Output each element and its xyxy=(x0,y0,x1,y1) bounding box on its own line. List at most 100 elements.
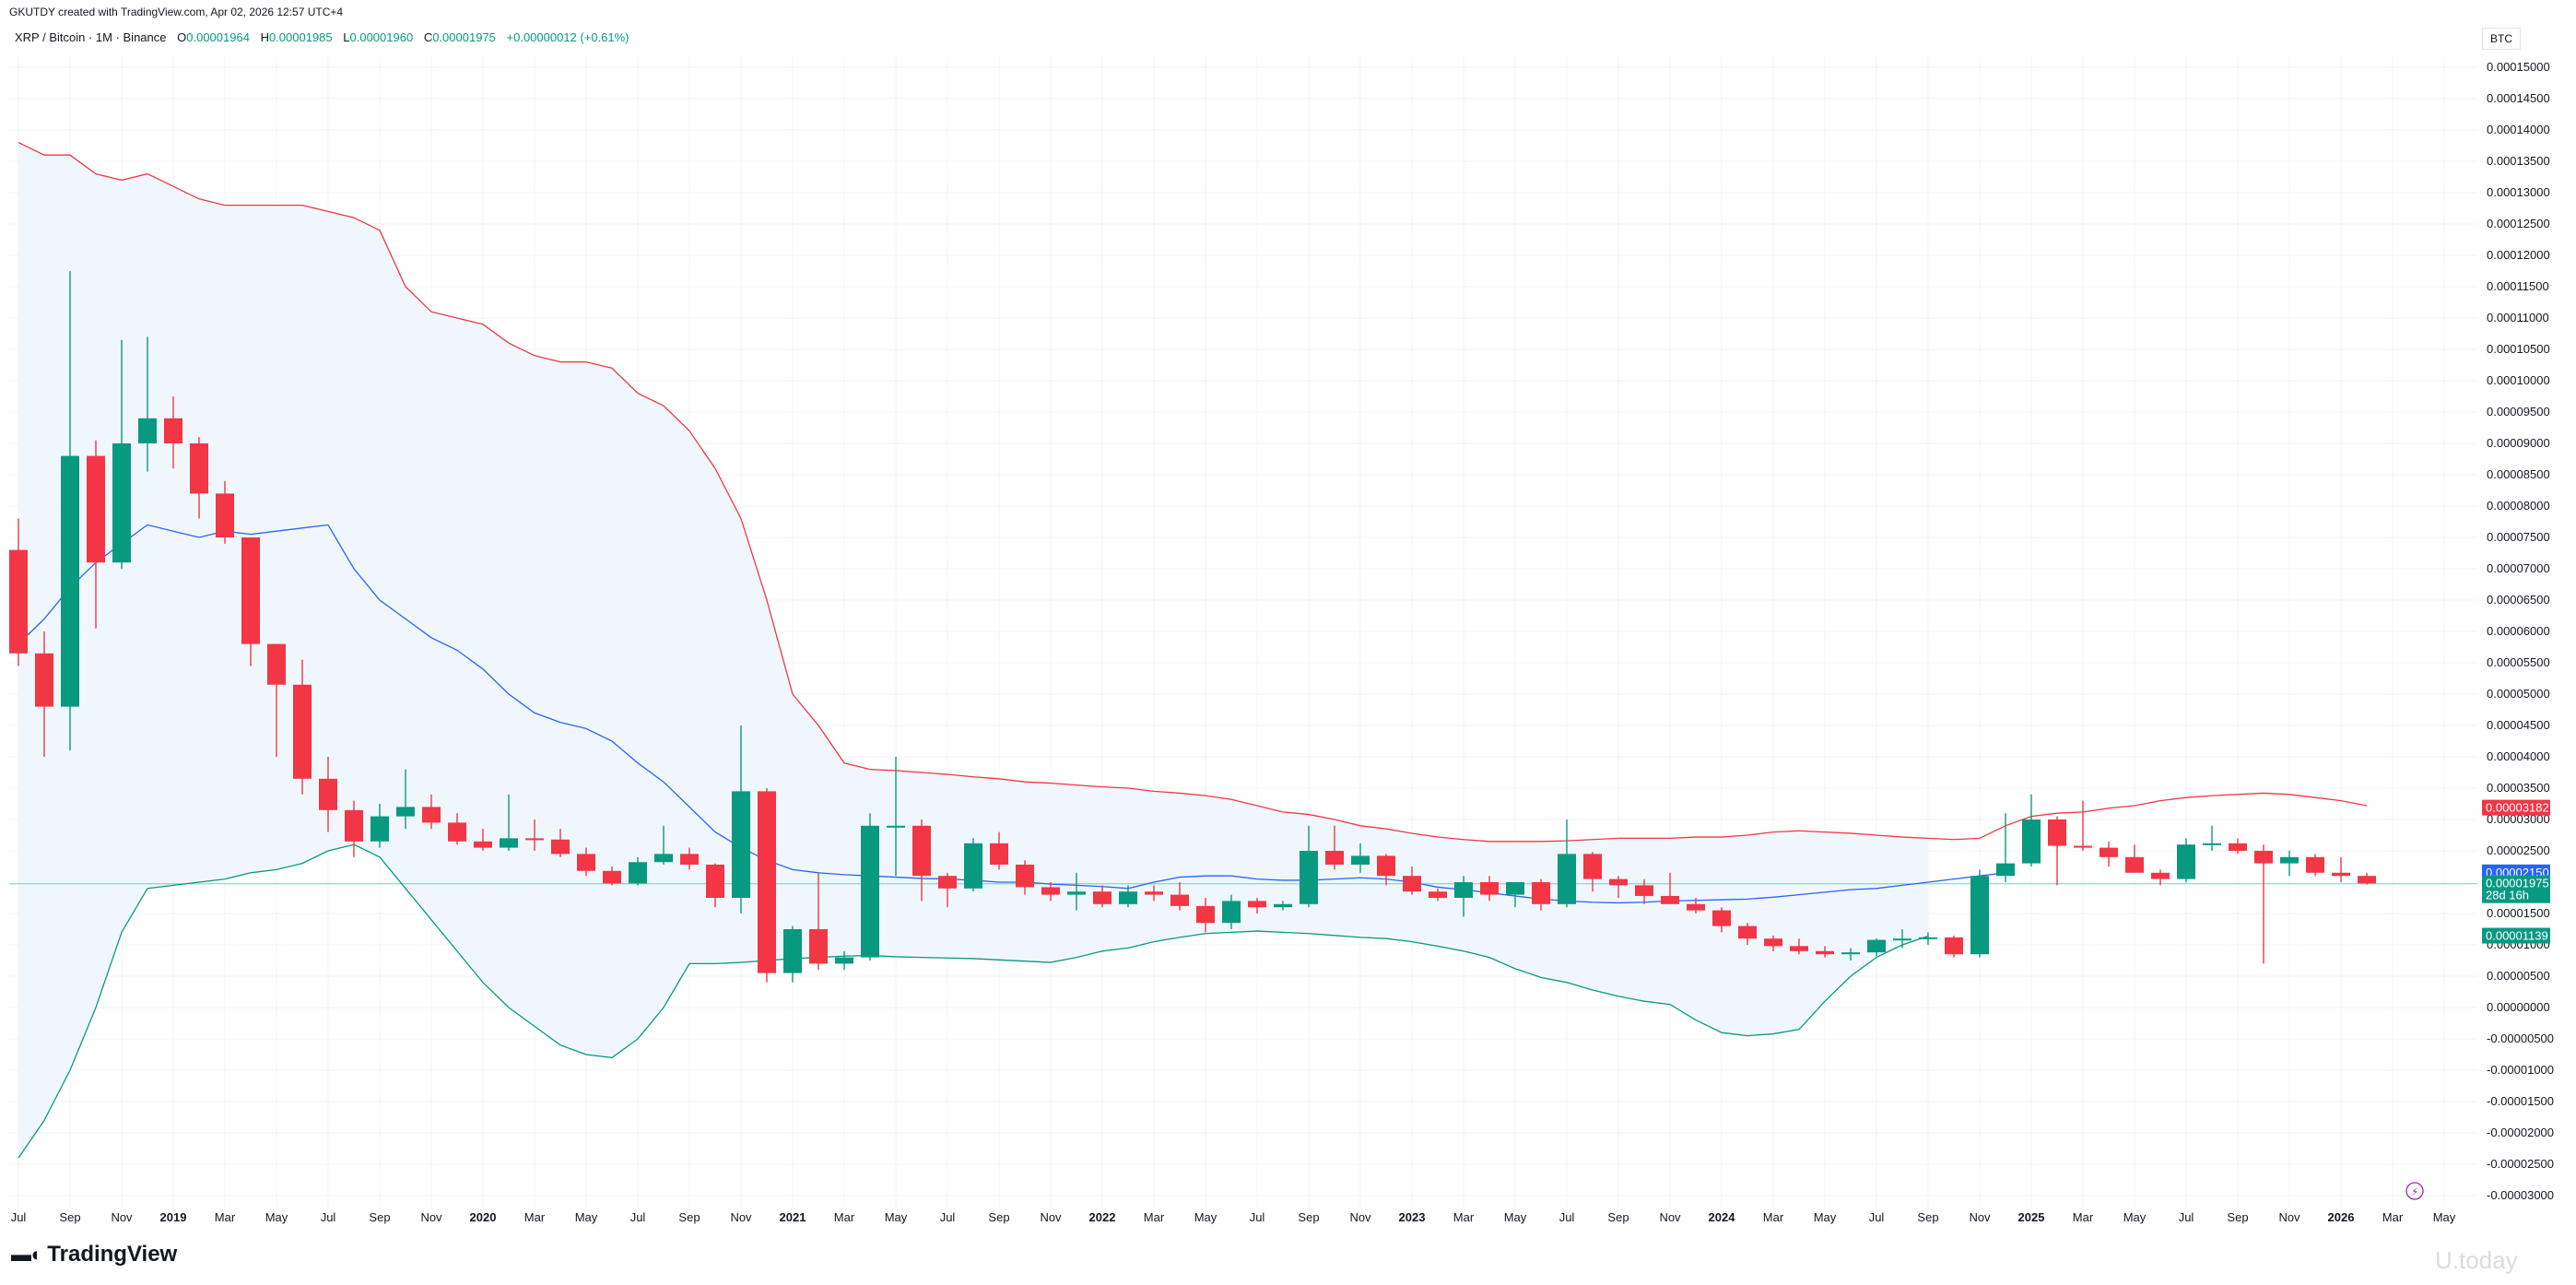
y-tick-label: 0.00009500 xyxy=(2487,405,2550,419)
x-tick-label: Jul xyxy=(1559,1210,1575,1224)
candle-body xyxy=(1248,901,1266,908)
candle-body xyxy=(2177,844,2195,879)
candle-body xyxy=(1661,895,1679,904)
x-tick-label: Sep xyxy=(2227,1210,2248,1224)
candle-body xyxy=(1893,938,1911,941)
candle-body xyxy=(2332,872,2350,877)
y-tick-label: 0.00011500 xyxy=(2487,279,2549,293)
candle-body xyxy=(1790,946,1808,951)
candle-body xyxy=(1016,864,1034,888)
y-tick-label: 0.00005000 xyxy=(2487,687,2550,701)
lightning-icon xyxy=(2405,1182,2424,1200)
change-value: +0.00000012 (+0.61%) xyxy=(506,30,629,44)
candle-body xyxy=(1480,882,1499,895)
x-tick-label: Mar xyxy=(215,1210,236,1224)
x-tick-label: Sep xyxy=(1607,1210,1629,1224)
tradingview-brand: TradingView xyxy=(47,1242,178,1267)
x-tick-label: Nov xyxy=(1349,1210,1371,1224)
x-tick-label: Mar xyxy=(1453,1210,1475,1224)
candle-body xyxy=(1351,855,1370,865)
y-tick-label: 0.00008500 xyxy=(2487,467,2550,481)
candle-body xyxy=(293,684,312,779)
price-tag xyxy=(2482,927,2550,944)
candle-body xyxy=(216,493,234,537)
symbol-name[interactable]: XRP / Bitcoin · 1M · Binance xyxy=(15,30,167,44)
y-tick-label: 0.00014000 xyxy=(2487,123,2550,136)
y-tick-label: 0.00015000 xyxy=(2487,60,2550,74)
price-tag-countdown: 28d 16h xyxy=(2486,889,2529,902)
utoday-watermark: U.today xyxy=(2435,1246,2518,1274)
y-tick-label: 0.00005500 xyxy=(2487,655,2550,669)
y-tick-label: -0.00003000 xyxy=(2487,1188,2554,1202)
candle-body xyxy=(190,443,208,494)
candle-body xyxy=(835,957,853,964)
x-tick-label: May xyxy=(885,1210,908,1224)
x-tick-label: Mar xyxy=(2073,1210,2094,1224)
candle-body xyxy=(1738,925,1757,939)
candle-body xyxy=(422,807,441,823)
candle-body xyxy=(964,843,982,889)
candle-body xyxy=(1325,851,1344,865)
x-tick-label: May xyxy=(2433,1210,2456,1224)
upper-band-line xyxy=(18,142,2368,843)
candle-body xyxy=(1919,937,1937,939)
candle-body xyxy=(783,929,802,973)
close-label: C xyxy=(423,30,433,44)
y-tick-label: 0.00007500 xyxy=(2487,530,2550,544)
candle-body xyxy=(990,843,1008,865)
candle-body xyxy=(1119,891,1137,904)
candle-body xyxy=(241,537,260,644)
candle-body xyxy=(706,864,724,898)
y-tick-label: 0.00006500 xyxy=(2487,593,2550,607)
candle-body xyxy=(500,838,518,848)
x-tick-label: 2023 xyxy=(1399,1210,1426,1224)
x-tick-label: Nov xyxy=(111,1210,133,1224)
x-tick-label: Jul xyxy=(11,1210,27,1224)
candle-body xyxy=(1222,901,1241,924)
chart-credit: GKUTDY created with TradingView.com, Apr… xyxy=(9,6,344,18)
candle-body xyxy=(164,418,182,443)
candle-body xyxy=(1687,903,1705,911)
symbol-legend: XRP / Bitcoin · 1M · Binance O0.00001964… xyxy=(15,30,629,44)
x-tick-label: Jul xyxy=(1250,1210,1265,1224)
candle-body xyxy=(2151,872,2170,879)
low-value: 0.00001960 xyxy=(349,30,414,44)
candle-body xyxy=(1041,887,1060,895)
y-tick-label: 0.00000000 xyxy=(2487,1000,2550,1014)
candle-body xyxy=(938,876,957,889)
y-tick-label: 0.00011000 xyxy=(2487,311,2549,324)
y-tick-label: 0.00003500 xyxy=(2487,781,2550,795)
candle-body xyxy=(577,854,595,871)
y-tick-label: -0.00001000 xyxy=(2487,1063,2554,1077)
x-tick-label: Nov xyxy=(1040,1210,1062,1224)
candle-body xyxy=(1506,882,1524,895)
candle-body xyxy=(2125,856,2144,873)
candle-body xyxy=(35,653,53,707)
candle-body xyxy=(2358,876,2376,884)
y-tick-label: 0.00001500 xyxy=(2487,906,2550,920)
x-tick-label: Nov xyxy=(1659,1210,1681,1224)
x-tick-label: Jul xyxy=(630,1210,646,1224)
y-tick-label: 0.00012500 xyxy=(2487,217,2550,230)
candle-body xyxy=(396,807,415,817)
tradingview-logo[interactable]: ▬◖ TradingView xyxy=(11,1242,177,1267)
x-tick-label: 2026 xyxy=(2328,1210,2355,1224)
candle-body xyxy=(267,643,286,685)
candle-body xyxy=(1093,891,1112,904)
y-tick-label: 0.00003000 xyxy=(2487,812,2550,826)
candle-body xyxy=(1300,851,1318,904)
candle-body xyxy=(1867,939,1886,953)
currency-button[interactable]: BTC xyxy=(2482,28,2521,50)
y-tick-label: 0.00010000 xyxy=(2487,373,2550,387)
candle-body xyxy=(1764,938,1782,947)
y-tick-label: -0.00000500 xyxy=(2487,1032,2554,1045)
candle-body xyxy=(371,816,389,842)
candle-body xyxy=(1067,891,1086,895)
price-tag-label: 0.00001975 xyxy=(2486,877,2549,890)
y-tick-label: 0.00008000 xyxy=(2487,499,2550,513)
price-tag xyxy=(2482,875,2550,903)
candle-body xyxy=(2100,847,2118,857)
candle-body xyxy=(9,549,28,654)
y-tick-label: 0.00013500 xyxy=(2487,154,2550,168)
